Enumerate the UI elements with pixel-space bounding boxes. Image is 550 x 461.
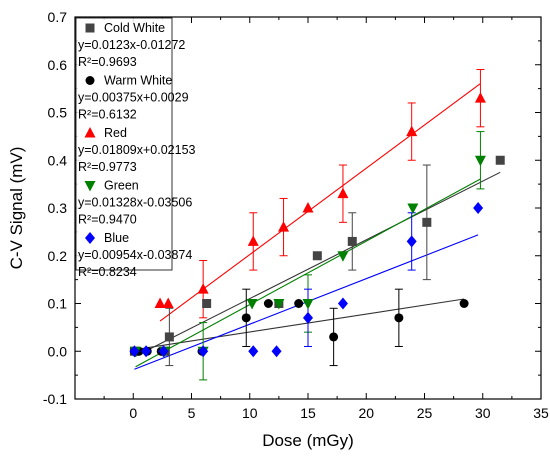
data-point (271, 345, 282, 358)
data-point (337, 297, 348, 310)
y-tick-label: 0.0 (48, 343, 68, 359)
x-tick-label: 35 (533, 405, 549, 421)
legend-series-name: Warm White (104, 74, 172, 88)
legend-equation: y=0.01328x-0.03506 (78, 196, 192, 210)
data-point (246, 299, 258, 310)
legend-marker (85, 232, 95, 244)
data-point (273, 299, 285, 310)
data-point (474, 92, 486, 103)
legend-equation: y=0.00954x-0.03874 (78, 248, 192, 262)
legend: Cold White y=0.0123x-0.01272 R²=0.9693 Warm… (75, 17, 196, 279)
x-tick-label: 0 (129, 405, 137, 421)
y-axis-label: C-V Signal (mV) (7, 147, 26, 270)
data-point (312, 251, 322, 261)
data-point (459, 299, 469, 308)
y-tick-label: 0.4 (48, 152, 68, 168)
data-point (495, 155, 505, 165)
data-point (241, 313, 251, 323)
axis-ticks: 0 5 10 15 20 25 30 35 -0.1 0.0 0.1 0.2 0.3 0.4 0.5 0.6 0… (43, 9, 549, 421)
legend-equation: y=0.0123x-0.01272 (78, 38, 185, 52)
data-point (337, 251, 349, 262)
y-tick-label: 0.1 (48, 296, 68, 312)
x-tick-label: 20 (358, 405, 374, 421)
legend-r-squared: R²=0.8234 (78, 265, 137, 279)
legend-equation: y=0.00375x+0.0029 (78, 91, 189, 105)
x-tick-label: 15 (300, 405, 316, 421)
data-point (294, 299, 304, 308)
data-point (198, 345, 209, 358)
fit-line (134, 171, 501, 358)
x-tick-label: 25 (417, 405, 433, 421)
x-axis-label: Dose (mGy) (262, 431, 354, 450)
fit-line (135, 178, 481, 368)
data-point (158, 345, 169, 358)
legend-marker (84, 181, 96, 192)
data-point (473, 202, 484, 214)
x-tick-label: 10 (242, 405, 258, 421)
data-point (302, 299, 314, 310)
data-point (154, 297, 166, 308)
data-point (248, 345, 259, 358)
data-point (406, 125, 418, 137)
legend-r-squared: R²=0.6132 (78, 108, 137, 122)
x-tick-label: 30 (475, 405, 491, 421)
y-tick-label: 0.7 (48, 9, 68, 25)
y-tick-label: 0.6 (48, 57, 68, 73)
data-point (406, 235, 417, 248)
legend-r-squared: R²=0.9693 (78, 55, 137, 69)
legend-series-name: Blue (104, 231, 129, 245)
legend-box (75, 17, 173, 271)
data-point (474, 155, 486, 167)
data-point (162, 297, 174, 308)
data-point (329, 332, 339, 342)
legend-marker (85, 23, 95, 33)
data-point (407, 203, 419, 214)
data-point (422, 217, 432, 227)
legend-marker (84, 127, 96, 138)
y-tick-label: 0.5 (48, 105, 68, 121)
data-point (263, 299, 273, 308)
legend-series-name: Green (104, 179, 139, 193)
data-point (347, 236, 357, 246)
data-point (303, 311, 313, 324)
data-point (247, 235, 259, 246)
data-point (394, 313, 404, 323)
legend-series-name: Red (104, 126, 127, 140)
data-point (197, 283, 209, 294)
data-point (141, 345, 152, 358)
fit-line (134, 298, 465, 351)
legend-equation: y=0.01809x+0.02153 (78, 143, 196, 157)
data-point (302, 202, 314, 213)
y-tick-label: 0.3 (48, 200, 68, 216)
x-tick-label: 5 (188, 405, 196, 421)
legend-r-squared: R²=0.9470 (78, 213, 137, 227)
data-point (164, 332, 174, 342)
data-point (129, 345, 140, 358)
data-point (202, 299, 212, 308)
y-tick-label: 0.2 (48, 248, 68, 264)
data-point (337, 187, 349, 199)
fit-line (159, 83, 481, 322)
y-tick-label: -0.1 (43, 391, 67, 407)
data-points (129, 92, 505, 358)
legend-r-squared: R²=0.9773 (78, 160, 137, 174)
data-point (278, 221, 290, 232)
legend-series-name: Cold White (104, 21, 165, 35)
legend-marker (85, 76, 95, 85)
